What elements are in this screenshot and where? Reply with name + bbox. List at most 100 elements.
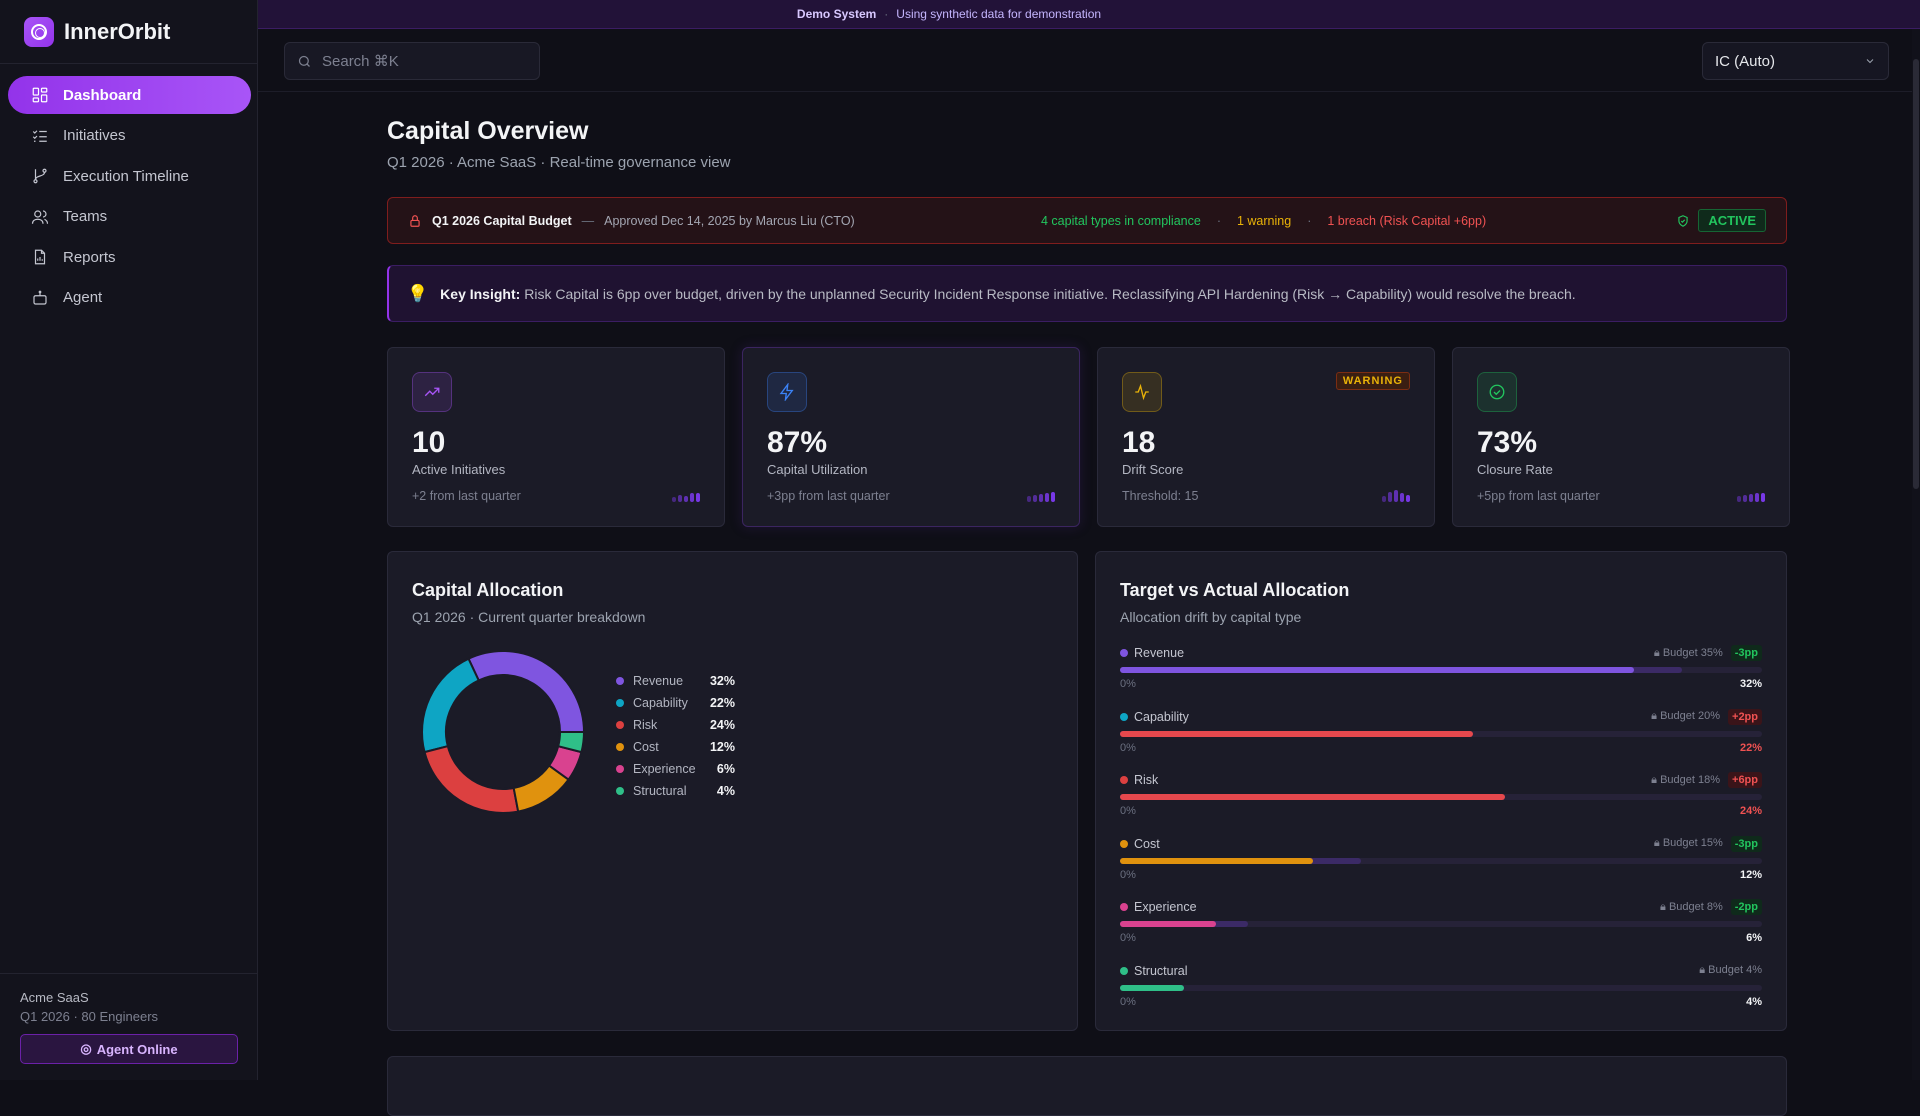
actual-value: 6%: [1746, 932, 1762, 944]
allocation-rows: Revenue 🔒︎ Budget 35% -3pp 0% 32% Capabili…: [1120, 644, 1762, 1025]
kpi-label: Drift Score: [1122, 462, 1184, 477]
top-header: Search ⌘K IC (Auto): [258, 29, 1912, 92]
sidebar-item-initiatives[interactable]: Initiatives: [8, 117, 251, 155]
axis-min-label: 0%: [1120, 868, 1136, 881]
donut-slice-structural[interactable]: [556, 731, 586, 754]
sidebar-item-agent[interactable]: Agent: [8, 279, 251, 317]
allocation-track: [1120, 667, 1762, 673]
lock-icon: 🔒︎: [1651, 773, 1658, 786]
category-label: Experience: [1134, 900, 1197, 914]
budget-label: Budget 4%: [1708, 964, 1762, 976]
legend-label: Revenue: [633, 674, 684, 688]
actual-value: 12%: [1739, 868, 1762, 881]
kpi-icon-box: [767, 372, 807, 412]
lightbulb-icon: 💡: [407, 283, 429, 303]
legend-item: Risk 24%: [616, 714, 735, 736]
allocation-track: [1120, 984, 1762, 991]
sparkline-bar: [1051, 492, 1055, 502]
kpi-value: 18: [1122, 426, 1156, 459]
lock-icon: 🔒︎: [1651, 710, 1658, 722]
budget-label: Budget 35%: [1662, 646, 1723, 659]
orbit-logo-icon: [24, 17, 54, 47]
category-label: Structural: [1134, 963, 1188, 978]
demo-text: Using synthetic data for demonstration: [896, 7, 1102, 21]
actual-bar: [1120, 667, 1634, 673]
sparkline-bar: [1394, 490, 1398, 502]
sidebar-item-teams[interactable]: Teams: [8, 198, 251, 236]
list-checks-icon: [32, 129, 47, 142]
search-input[interactable]: Search ⌘K: [284, 42, 540, 80]
kpi-card-active-initiatives[interactable]: 10 Active Initiatives +2 from last quart…: [387, 347, 725, 527]
legend-dot: [616, 721, 624, 729]
donut-slice-revenue[interactable]: [467, 650, 586, 733]
orbit-icon: ◎: [80, 1041, 92, 1056]
lock-icon: 🔒︎: [1660, 900, 1666, 913]
category-dot: [1120, 903, 1128, 911]
shield-check-icon: [1678, 214, 1688, 227]
drift-badge: -3pp: [1730, 835, 1762, 852]
sidebar-item-label: Reports: [63, 248, 116, 266]
actual-bar: [1120, 730, 1474, 737]
allocation-donut-chart: [421, 650, 586, 814]
budget-target: 🔒︎ Budget 20%: [1651, 710, 1720, 723]
demo-banner: Demo System · Using synthetic data for d…: [258, 0, 1920, 29]
scrollbar-thumb[interactable]: [1913, 59, 1919, 489]
sidebar-item-execution-timeline[interactable]: Execution Timeline: [8, 157, 251, 195]
category-dot: [1120, 776, 1128, 784]
role-select[interactable]: IC (Auto): [1702, 42, 1889, 80]
category-label: Capability: [1134, 709, 1189, 724]
agent-online-button[interactable]: ◎ Agent Online: [20, 1034, 238, 1064]
lock-icon: 🔒︎: [1653, 646, 1660, 659]
sparkline: [672, 493, 700, 502]
allocation-row-capability: Capability 🔒︎ Budget 20% +2pp 0% 22%: [1120, 708, 1762, 772]
scrollbar[interactable]: [1912, 29, 1920, 1080]
donut-slice-risk[interactable]: [423, 744, 520, 814]
sparkline-bar: [1045, 493, 1049, 502]
legend-value: 4%: [716, 784, 735, 798]
legend-value: 24%: [709, 718, 735, 732]
capital-allocation-panel: Capital Allocation Q1 2026 · Current qua…: [387, 551, 1078, 1031]
legend-value: 12%: [709, 740, 735, 754]
budget-target: 🔒︎ Budget 18%: [1651, 774, 1720, 787]
kpi-icon-box: [1477, 372, 1517, 412]
warning-badge: WARNING: [1335, 372, 1410, 390]
axis-min-label: 0%: [1120, 805, 1136, 817]
sparkline-bar: [1400, 493, 1404, 502]
check-circle-icon: [1489, 384, 1505, 400]
allocation-row-revenue: Revenue 🔒︎ Budget 35% -3pp 0% 32%: [1120, 644, 1762, 708]
sidebar-item-reports[interactable]: Reports: [8, 238, 251, 276]
sidebar-item-label: Agent: [63, 289, 103, 306]
sparkline-bar: [672, 497, 676, 502]
axis-min-label: 0%: [1120, 995, 1136, 1008]
sparkline-bar: [696, 493, 700, 502]
kpi-card-closure-rate[interactable]: 73% Closure Rate +5pp from last quarter: [1452, 347, 1790, 527]
allocation-row-structural: Structural 🔒︎ Budget 4% 0% 4%: [1120, 962, 1762, 1026]
sidebar: InnerOrbit Dashboard Initiatives Execution…: [0, 0, 258, 1080]
kpi-card-drift-score[interactable]: WARNING 18 Drift Score Threshold: 15: [1097, 347, 1435, 527]
app-logo[interactable]: InnerOrbit: [24, 17, 170, 47]
kpi-card-capital-utilization[interactable]: 87% Capital Utilization +3pp from last q…: [742, 347, 1080, 527]
axis-min-label: 0%: [1120, 932, 1136, 944]
sidebar-item-label: Dashboard: [63, 86, 142, 104]
actual-bar: [1120, 857, 1313, 864]
budget-label: Budget 15%: [1662, 837, 1723, 849]
sidebar-footer: Acme SaaS Q1 2026 · 80 Engineers ◎ Agent…: [0, 973, 258, 1080]
allocation-track: [1120, 857, 1762, 864]
kpi-label: Active Initiatives: [412, 462, 506, 477]
budget-label: Budget 20%: [1660, 710, 1721, 722]
compliance-count: 4 capital types in compliance: [1041, 213, 1201, 228]
sparkline-bar: [1749, 494, 1753, 502]
demo-label: Demo System: [796, 7, 877, 21]
sparkline-bar: [1039, 494, 1043, 502]
sidebar-item-label: Initiatives: [63, 127, 126, 144]
sidebar-item-dashboard[interactable]: Dashboard: [8, 76, 251, 114]
page-subtitle: Q1 2026 · Acme SaaS · Real-time governan…: [387, 154, 731, 171]
legend-value: 32%: [709, 674, 735, 688]
legend-item: Structural 4%: [616, 780, 735, 802]
sparkline: [1737, 493, 1765, 502]
budget-target: 🔒︎ Budget 8%: [1660, 901, 1723, 914]
agent-online-label: Agent Online: [96, 1041, 178, 1057]
category-label: Cost: [1134, 836, 1160, 851]
sidebar-item-label: Teams: [63, 208, 108, 225]
donut-slice-capability[interactable]: [421, 657, 481, 754]
